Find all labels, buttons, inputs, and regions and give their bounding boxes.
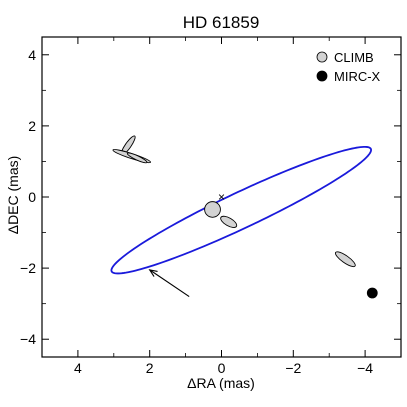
data-point bbox=[220, 215, 238, 228]
legend: CLIMB MIRC-X bbox=[316, 50, 381, 84]
y-tick-label: −2 bbox=[20, 260, 36, 276]
y-tick-label: 4 bbox=[28, 47, 36, 63]
primary-star-marker: × bbox=[218, 190, 225, 204]
data-point bbox=[126, 152, 148, 164]
x-tick-label: −4 bbox=[357, 360, 373, 376]
y-tick-label: 0 bbox=[28, 189, 36, 205]
legend-label: MIRC-X bbox=[334, 69, 381, 84]
x-axis-label: ΔRA (mas) bbox=[187, 375, 255, 391]
direction-arrow bbox=[149, 269, 190, 298]
orbit-ellipse bbox=[110, 145, 372, 275]
x-tick-label: 2 bbox=[146, 360, 154, 376]
data-point bbox=[204, 201, 221, 218]
chart-title: HD 61859 bbox=[183, 13, 260, 32]
y-tick-label: −4 bbox=[20, 331, 36, 347]
axes-layer: 4 2 0 −2 −4 4 2 0 −2 −4 bbox=[20, 36, 402, 376]
data-point bbox=[334, 251, 356, 268]
x-tick-label: 4 bbox=[74, 360, 82, 376]
legend-label: CLIMB bbox=[334, 50, 374, 65]
orbit-layer: × bbox=[110, 145, 372, 298]
data-points-layer bbox=[112, 135, 378, 299]
legend-marker bbox=[316, 51, 328, 63]
y-axis-label: ΔDEC (mas) bbox=[5, 156, 21, 235]
direction-arrow-head bbox=[148, 269, 158, 277]
legend-marker bbox=[316, 70, 328, 82]
data-point bbox=[366, 287, 378, 299]
x-tick-label: 0 bbox=[218, 360, 226, 376]
y-tick-label: 2 bbox=[28, 118, 36, 134]
x-tick-label: −2 bbox=[285, 360, 301, 376]
